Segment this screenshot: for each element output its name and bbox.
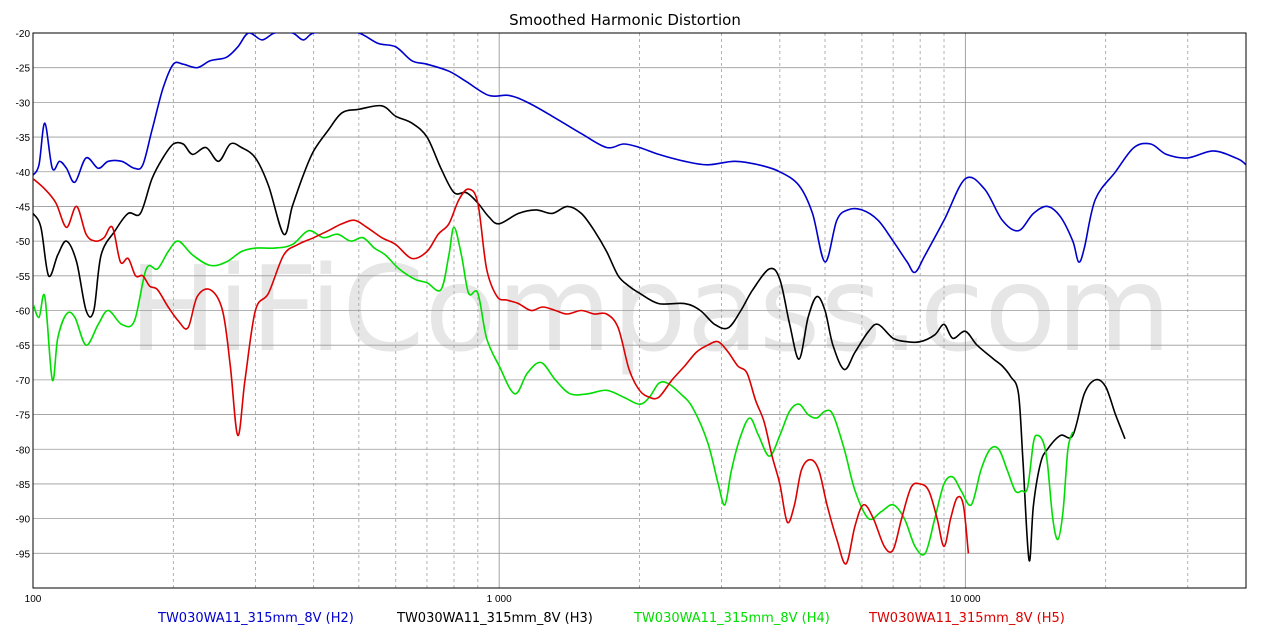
series-line-2 — [33, 33, 1246, 274]
y-tick-label: -70 — [16, 376, 31, 387]
watermark: HiFiCompass.com — [129, 240, 1172, 378]
y-tick-label: -85 — [16, 480, 31, 491]
y-tick-label: -80 — [16, 445, 31, 456]
plot-frame — [32, 32, 1247, 589]
y-tick-label: -40 — [16, 168, 31, 179]
y-tick-label: -25 — [16, 64, 31, 75]
legend-entry: TW030WA11_315mm_8V (H5) — [868, 611, 1065, 626]
x-axis-ticks: 100 1 000 10 000 — [25, 594, 981, 605]
y-tick-label: -95 — [16, 549, 31, 560]
x-tick-label: 1 000 — [487, 594, 512, 605]
y-tick-label: -45 — [16, 202, 31, 213]
series-line-3 — [33, 104, 1126, 562]
legend: TW030WA11_315mm_8V (H2) TW030WA11_315mm_8… — [157, 611, 1065, 626]
legend-entry: TW030WA11_315mm_8V (H4) — [633, 611, 830, 626]
y-tick-label: -20 — [16, 29, 31, 40]
x-tick-label: 100 — [25, 594, 42, 605]
series-line-5 — [33, 178, 970, 565]
y-axis-ticks: -20 -25 -30 -35 -40 -45 -50 -55 -60 -65 -70 -75 -80 -… — [16, 29, 31, 560]
y-tick-label: -90 — [16, 515, 31, 526]
y-tick-label: -55 — [16, 272, 31, 283]
y-tick-label: -75 — [16, 411, 31, 422]
series-lines — [33, 33, 1246, 565]
y-tick-label: -65 — [16, 341, 31, 352]
x-tick-label: 10 000 — [950, 594, 981, 605]
legend-entry: TW030WA11_315mm_8V (H3) — [396, 611, 593, 626]
legend-entry: TW030WA11_315mm_8V (H2) — [157, 611, 354, 626]
y-tick-label: -35 — [16, 133, 31, 144]
chart-title: Smoothed Harmonic Distortion — [509, 11, 741, 29]
y-tick-label: -50 — [16, 237, 31, 248]
series-line-4 — [33, 226, 1074, 556]
y-tick-label: -60 — [16, 307, 31, 318]
y-tick-label: -30 — [16, 98, 31, 109]
